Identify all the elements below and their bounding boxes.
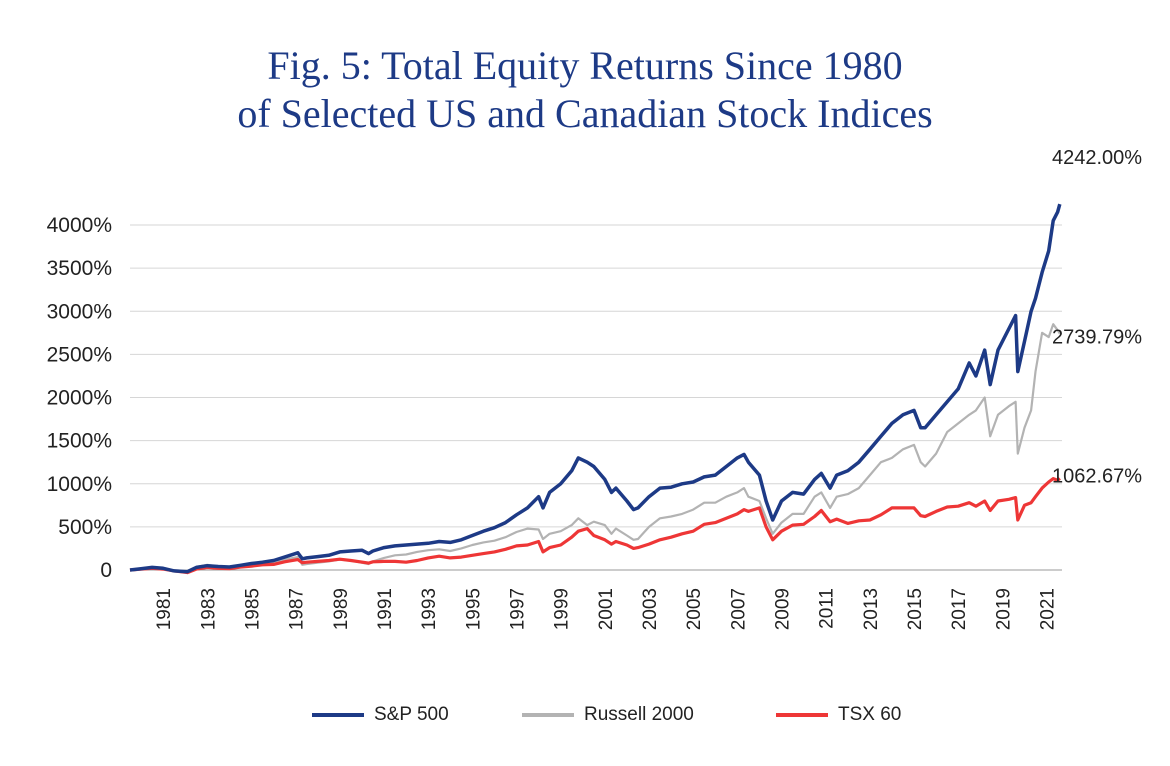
y-tick-label: 3500% xyxy=(47,257,112,280)
legend-label: Russell 2000 xyxy=(584,704,694,725)
x-tick-label: 1985 xyxy=(242,588,263,630)
x-tick-label: 1997 xyxy=(507,588,528,630)
x-tick-label: 2009 xyxy=(773,588,794,630)
legend-item-russell-2000: Russell 2000 xyxy=(522,700,694,730)
x-tick-label: 1981 xyxy=(154,588,175,630)
x-tick-label: 2005 xyxy=(684,588,705,630)
x-tick-label: 2003 xyxy=(640,588,661,630)
y-tick-label: 1000% xyxy=(47,473,112,496)
y-tick-label: 2000% xyxy=(47,387,112,410)
x-tick-label: 2017 xyxy=(949,588,970,630)
legend-item-tsx-60: TSX 60 xyxy=(776,700,901,730)
x-tick-label: 1987 xyxy=(287,588,308,630)
x-tick-label: 1995 xyxy=(463,588,484,630)
end-value-label: 2739.79% xyxy=(1052,327,1142,349)
legend-swatch xyxy=(522,713,574,717)
x-tick-label: 1989 xyxy=(331,588,352,630)
legend-label: TSX 60 xyxy=(838,704,902,725)
legend-item-sp500: S&P 500 xyxy=(312,700,449,730)
y-tick-label: 2500% xyxy=(47,343,112,366)
legend: S&P 500 Russell 2000 TSX 60 xyxy=(0,700,1170,730)
legend-swatch xyxy=(776,713,828,717)
end-value-label: 4242.00% xyxy=(1052,147,1142,169)
series-lines xyxy=(129,203,1062,575)
x-tick-label: 2013 xyxy=(861,588,882,630)
line-chart: 0 500% 1000% 1500% 2000% 2500% 3000% 3500% 4000%… xyxy=(47,147,1143,630)
x-tick-label: 2019 xyxy=(993,588,1014,630)
y-tick-label: 1500% xyxy=(47,430,112,453)
y-tick-label: 0 xyxy=(100,559,112,582)
y-tick-label: 500% xyxy=(58,516,112,539)
series-line-s-p-500 xyxy=(129,203,1062,574)
chart-title: Fig. 5: Total Equity Returns Since 1980 xyxy=(267,43,903,88)
x-tick-label: 1991 xyxy=(375,588,396,630)
x-tick-label: 2021 xyxy=(1038,588,1059,630)
y-axis: 0 500% 1000% 1500% 2000% 2500% 3000% 3500% 4000% xyxy=(47,214,112,582)
y-tick-label: 3000% xyxy=(47,300,112,323)
gridlines xyxy=(130,224,1062,571)
end-labels: 4242.00% 2739.79% 1062.67% xyxy=(1052,147,1142,487)
series-line-russell-2000 xyxy=(129,323,1061,572)
legend-swatch xyxy=(312,713,364,717)
x-tick-label: 2015 xyxy=(905,588,926,630)
x-tick-label: 2011 xyxy=(817,588,838,629)
x-axis: 1981 1983 1985 1987 1989 1991 1993 1995 1997 1999… xyxy=(154,588,1058,630)
x-tick-label: 1983 xyxy=(198,588,219,630)
series-line-tsx-60 xyxy=(129,477,1061,575)
x-tick-label: 1993 xyxy=(419,588,440,630)
end-value-label: 1062.67% xyxy=(1052,465,1142,487)
legend-label: S&P 500 xyxy=(374,704,449,725)
x-tick-label: 2007 xyxy=(728,588,749,630)
x-tick-label: 1999 xyxy=(552,588,573,630)
y-tick-label: 4000% xyxy=(47,214,112,237)
x-tick-label: 2001 xyxy=(596,588,617,630)
chart-subtitle: of Selected US and Canadian Stock Indice… xyxy=(237,91,933,136)
